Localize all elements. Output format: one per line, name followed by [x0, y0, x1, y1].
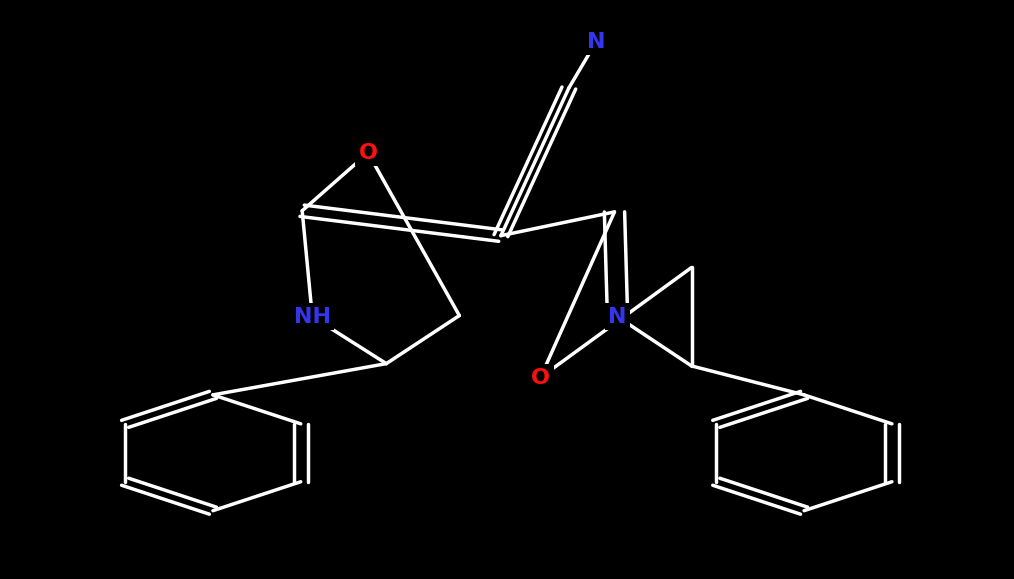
Text: O: O: [359, 143, 377, 163]
Text: N: N: [587, 32, 605, 52]
Text: O: O: [531, 368, 550, 387]
Text: N: N: [608, 307, 627, 327]
Text: NH: NH: [294, 307, 331, 327]
